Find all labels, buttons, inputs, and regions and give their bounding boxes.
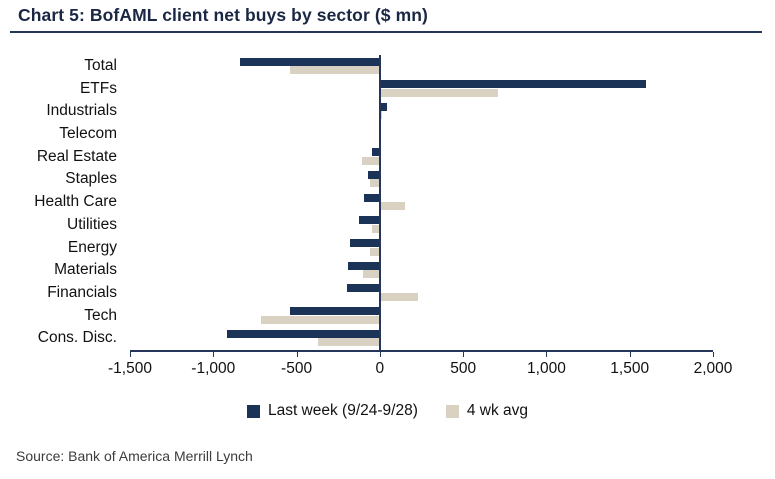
x-tick-mark	[713, 352, 714, 357]
legend-swatch-4wk-avg	[445, 404, 459, 418]
bar-4wk-avg-total	[289, 66, 380, 74]
bar-4wk-avg-real-estate	[361, 156, 380, 165]
category-label-energy: Energy	[67, 238, 117, 256]
bar-chart-plot	[130, 55, 714, 357]
x-tick-label: 500	[450, 360, 477, 377]
x-tick-label: 1,000	[527, 360, 566, 377]
category-label-etfs: ETFs	[79, 79, 117, 97]
bar-last-week-tech	[289, 307, 380, 316]
bar-last-week-real-estate	[371, 148, 380, 157]
category-label-total: Total	[84, 57, 117, 74]
x-tick-label: 1,500	[610, 360, 650, 377]
bar-4wk-avg-etfs	[379, 88, 499, 97]
category-label-financials: Financials	[47, 283, 117, 301]
x-tick-mark	[213, 352, 215, 357]
x-tick-mark	[296, 352, 298, 357]
category-label-industrials: Industrials	[46, 102, 117, 120]
x-tick-label: -500	[281, 360, 313, 377]
bar-4wk-avg-financials	[379, 292, 419, 301]
bar-4wk-avg-energy	[369, 247, 380, 256]
x-tick-label: -1,500	[108, 360, 152, 377]
bar-last-week-health-care	[364, 193, 380, 202]
bar-last-week-materials	[348, 261, 380, 270]
x-tick-label: -1,000	[191, 360, 236, 377]
bar-4wk-avg-industrials	[379, 111, 383, 120]
category-label-tech: Tech	[84, 306, 117, 324]
x-tick-label: 0	[375, 360, 385, 377]
legend-swatch-last-week	[246, 404, 260, 418]
bar-last-week-cons-disc-	[226, 329, 380, 338]
category-label-cons-disc-: Cons. Disc.	[37, 329, 117, 347]
category-label-health-care: Health Care	[34, 193, 117, 211]
category-label-real-estate: Real Estate	[36, 147, 117, 165]
bar-last-week-etfs	[379, 80, 647, 89]
chart-title: Chart 5: BofAML client net buys by secto…	[18, 5, 428, 25]
bar-4wk-avg-materials	[363, 270, 380, 279]
x-axis-tick-labels: -1,500 -1,000 -500 0 500 1,000 1,500 2,000	[108, 360, 732, 382]
category-label-utilities: Utilities	[67, 215, 117, 233]
zero-axis-line	[378, 55, 381, 350]
category-label-staples: Staples	[65, 170, 117, 188]
x-tick-mark	[130, 352, 131, 357]
legend-label-last-week: Last week (9/24-9/28)	[267, 402, 418, 419]
legend-item-4wk-avg: 4 wk avg	[445, 402, 529, 420]
x-tick-mark	[379, 352, 381, 357]
bar-4wk-avg-health-care	[379, 202, 405, 211]
legend-label-4wk-avg: 4 wk avg	[466, 402, 529, 419]
bar-last-week-financials	[346, 284, 380, 293]
bar-last-week-energy	[349, 239, 380, 248]
category-label-materials: Materials	[54, 261, 117, 279]
y-axis-labels: Total ETFs Industrials Telecom Real Estate St…	[0, 55, 123, 352]
bar-4wk-avg-utilities	[372, 224, 380, 233]
bar-last-week-industrials	[379, 102, 387, 111]
x-tick-mark	[629, 352, 631, 357]
x-tick-mark	[463, 352, 465, 357]
bar-last-week-staples	[368, 170, 380, 179]
bar-4wk-avg-tech	[260, 315, 380, 324]
bar-last-week-utilities	[359, 216, 380, 225]
bar-last-week-total	[239, 57, 380, 66]
legend-item-last-week: Last week (9/24-9/28)	[246, 402, 418, 420]
source-note: Source: Bank of America Merrill Lynch	[16, 448, 253, 464]
x-tick-label: 2,000	[693, 360, 733, 377]
category-label-telecom: Telecom	[59, 125, 117, 143]
bar-4wk-avg-staples	[369, 179, 380, 188]
x-tick-mark	[546, 352, 548, 357]
title-underline	[10, 31, 762, 33]
legend: Last week (9/24-9/28) 4 wk avg	[0, 402, 775, 420]
bar-4wk-avg-cons-disc-	[318, 338, 380, 347]
